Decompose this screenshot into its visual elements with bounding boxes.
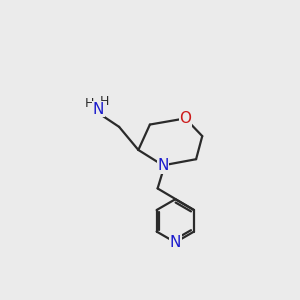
Text: H: H [85,97,94,110]
Text: N: N [157,158,169,173]
Text: N: N [93,102,104,117]
Text: N: N [169,235,181,250]
Text: H: H [100,95,109,108]
Text: O: O [179,111,191,126]
